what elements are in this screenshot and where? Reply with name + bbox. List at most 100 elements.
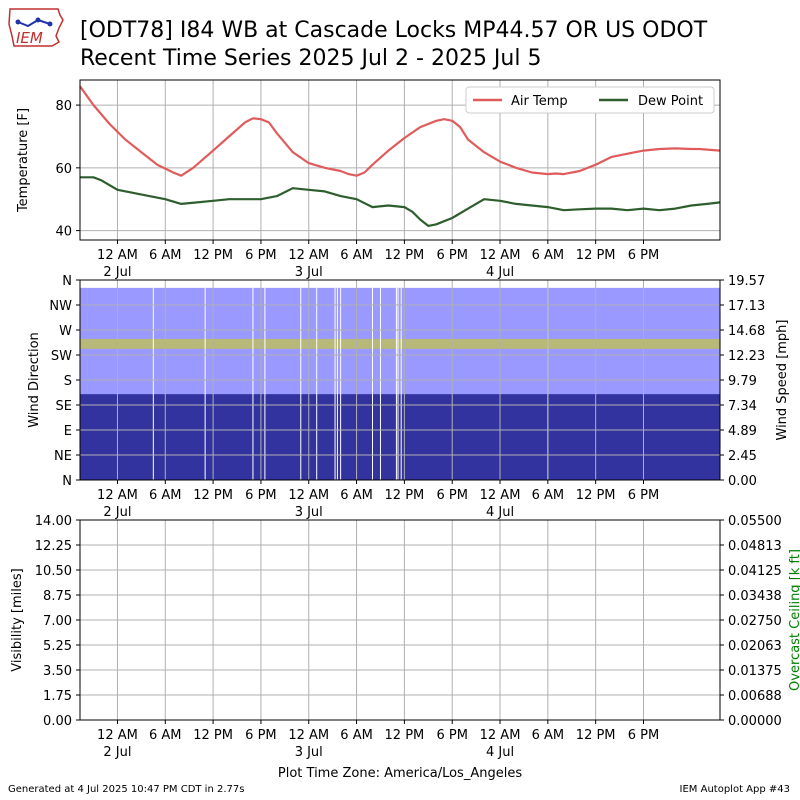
date-label: 2 Jul (103, 505, 131, 520)
timezone-label: Plot Time Zone: America/Los_Angeles (278, 766, 522, 781)
ceiling-axis-label: Overcast Ceiling [k ft] (788, 549, 800, 691)
visibility-panel: 0.001.753.505.257.008.7510.5012.2514.00 … (10, 514, 800, 760)
x-tick-label: 6 PM (245, 488, 276, 503)
y2-tick-label: 12.23 (728, 349, 765, 364)
wind-direction-marks (80, 338, 720, 349)
y-tick-label: S (64, 374, 72, 389)
x-tick-label: 6 PM (436, 488, 467, 503)
y-tick-label: 3.50 (43, 664, 72, 679)
wind-panel: N NE E SE S SW W NW N 0.00 2.45 4.89 7.34 9.79 12.23 1… (27, 274, 790, 520)
x-tick-label: 12 PM (576, 488, 616, 503)
x-tick-label: 6 AM (340, 248, 373, 263)
x-tick-label: 12 AM (480, 488, 521, 503)
x-tick-label: 12 AM (288, 728, 329, 743)
date-label: 2 Jul (103, 745, 131, 760)
date-label: 4 Jul (486, 505, 514, 520)
x-tick-label: 6 PM (628, 488, 659, 503)
y-tick-label: 60 (55, 162, 72, 177)
x-tick-label: 12 PM (193, 728, 233, 743)
temperature-panel: 40 60 80 12 AM 6 AM 12 PM 6 PM 12 AM 6 AM 12 PM 6… (16, 79, 721, 280)
x-tick-label: 12 AM (97, 248, 138, 263)
legend-dew-point: Dew Point (638, 94, 703, 109)
y-tick-label: N (62, 474, 72, 489)
x-tick-label: 6 AM (340, 488, 373, 503)
y2-tick-label: 0.02063 (728, 639, 782, 654)
y-tick-label: W (59, 324, 72, 339)
y-tick-label: 5.25 (43, 639, 72, 654)
y-tick-label: N (62, 274, 72, 289)
x-tick-label: 12 PM (193, 488, 233, 503)
x-tick-label: 12 AM (480, 728, 521, 743)
logo-text: IEM (16, 29, 43, 47)
y-tick-label: 0.00 (43, 714, 72, 729)
x-tick-label: 6 PM (628, 728, 659, 743)
x-tick-label: 12 AM (97, 728, 138, 743)
x-tick-label: 6 AM (149, 728, 182, 743)
y2-tick-label: 0.04813 (728, 539, 782, 554)
generated-note: Generated at 4 Jul 2025 10:47 PM CDT in … (8, 784, 245, 795)
date-label: 4 Jul (486, 745, 514, 760)
y-tick-label: E (64, 424, 72, 439)
app-note: IEM Autoplot App #43 (679, 784, 790, 795)
chart-title: [ODT78] I84 WB at Cascade Locks MP44.57 … (80, 18, 708, 43)
y2-tick-label: 19.57 (728, 274, 765, 289)
wind-speed-axis-label: Wind Speed [mph] (775, 320, 790, 441)
x-tick-label: 12 AM (288, 488, 329, 503)
x-tick-label: 6 PM (628, 248, 659, 263)
y-tick-label: 14.00 (35, 514, 72, 529)
y-tick-label: 10.50 (35, 564, 72, 579)
y2-tick-label: 7.34 (728, 399, 757, 414)
iem-logo: IEM (6, 6, 66, 54)
x-tick-label: 6 AM (532, 728, 565, 743)
y-tick-label: 1.75 (43, 689, 72, 704)
x-tick-label: 6 AM (340, 728, 373, 743)
date-label: 4 Jul (486, 265, 514, 280)
visibility-axis-label: Visibility [miles] (10, 568, 25, 671)
dew-point-line (80, 176, 721, 227)
x-tick-label: 12 AM (480, 248, 521, 263)
y-tick-label: 12.25 (35, 539, 72, 554)
x-tick-label: 12 AM (288, 248, 329, 263)
x-tick-label: 6 PM (436, 728, 467, 743)
y2-tick-label: 0.00 (728, 474, 757, 489)
date-label: 3 Jul (295, 505, 323, 520)
x-tick-label: 6 AM (532, 488, 565, 503)
x-tick-label: 12 AM (97, 488, 138, 503)
x-tick-label: 12 PM (385, 488, 425, 503)
x-tick-label: 12 PM (576, 728, 616, 743)
y2-tick-label: 4.89 (728, 424, 757, 439)
date-label: 2 Jul (103, 265, 131, 280)
y-tick-label: SE (56, 399, 72, 414)
x-tick-label: 6 AM (532, 248, 565, 263)
temperature-axis-label: Temperature [F] (16, 108, 31, 213)
date-label: 3 Jul (295, 745, 323, 760)
wind-speed-bars (80, 394, 720, 480)
y-tick-label: 80 (55, 99, 72, 114)
y-tick-label: NW (49, 299, 72, 314)
x-tick-label: 6 PM (245, 248, 276, 263)
y2-tick-label: 0.01375 (728, 664, 782, 679)
wind-direction-axis-label: Wind Direction (27, 332, 42, 428)
y-tick-label: 8.75 (43, 589, 72, 604)
y-tick-label: 7.00 (43, 614, 72, 629)
y2-tick-label: 0.00000 (728, 714, 782, 729)
y2-tick-label: 17.13 (728, 299, 765, 314)
y2-tick-label: 0.04125 (728, 564, 782, 579)
y2-tick-label: 0.03438 (728, 589, 782, 604)
legend: Air Temp Dew Point (465, 86, 715, 114)
y2-tick-label: 9.79 (728, 374, 757, 389)
y2-tick-label: 14.68 (728, 324, 765, 339)
legend-air-temp: Air Temp (511, 94, 568, 109)
x-tick-label: 6 PM (245, 728, 276, 743)
x-tick-label: 12 PM (576, 248, 616, 263)
y2-tick-label: 0.00688 (728, 689, 782, 704)
x-tick-label: 6 PM (436, 248, 467, 263)
x-tick-label: 12 PM (385, 248, 425, 263)
x-tick-label: 12 PM (385, 728, 425, 743)
x-tick-label: 6 AM (149, 248, 182, 263)
x-tick-label: 6 AM (149, 488, 182, 503)
y-tick-label: 40 (55, 225, 72, 240)
y2-tick-label: 0.05500 (728, 514, 782, 529)
